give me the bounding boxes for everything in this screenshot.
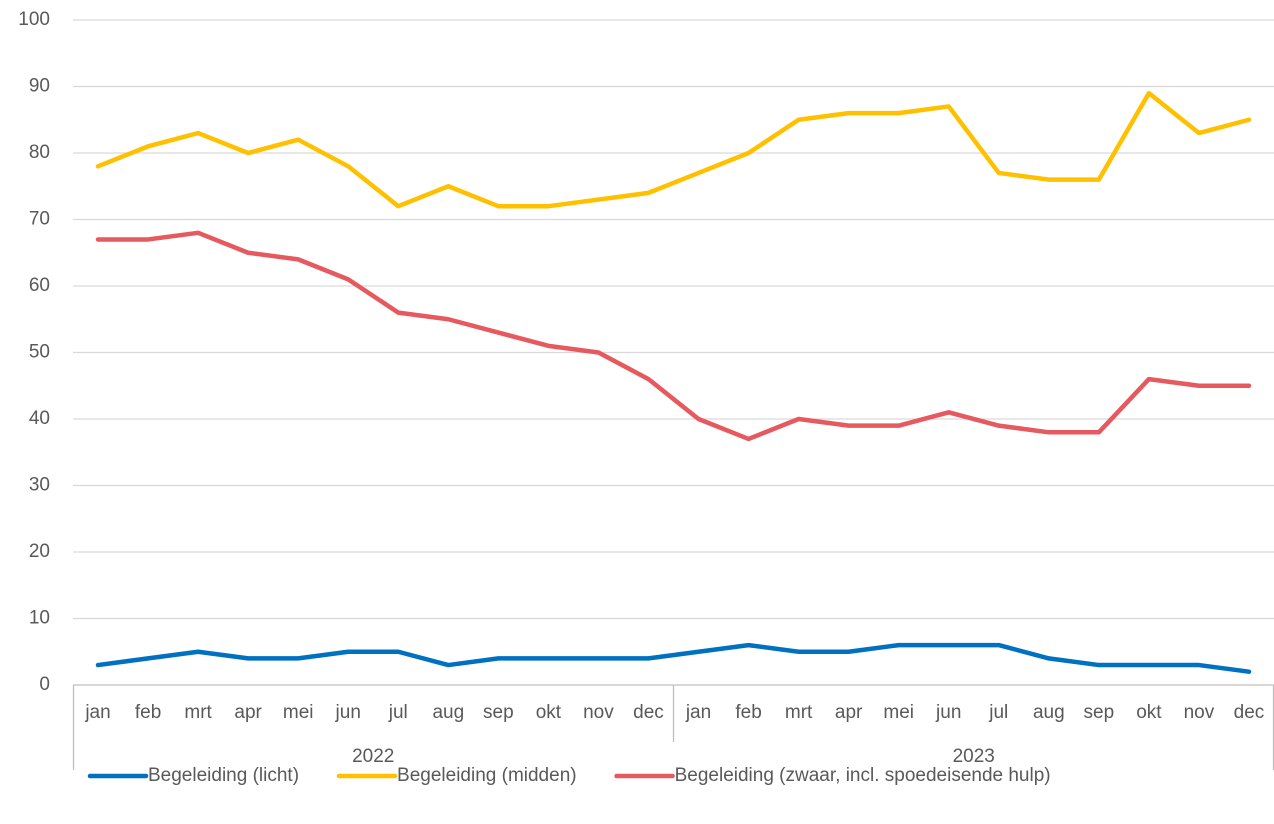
x-tick-label: aug bbox=[432, 702, 464, 723]
series-line bbox=[95, 642, 1252, 674]
x-tick-label: aug bbox=[1033, 702, 1065, 723]
y-tick-label: 40 bbox=[29, 408, 50, 429]
x-tick-label: sep bbox=[1084, 702, 1115, 723]
series-line bbox=[95, 230, 1252, 442]
x-tick-label: okt bbox=[536, 702, 562, 723]
y-tick-label: 60 bbox=[29, 275, 50, 296]
y-tick-label: 90 bbox=[29, 76, 50, 97]
x-tick-label: mei bbox=[883, 702, 914, 723]
x-group-label: 2022 bbox=[352, 746, 394, 767]
y-tick-label: 50 bbox=[29, 342, 50, 363]
x-tick-label: apr bbox=[234, 702, 262, 723]
legend-label: Begeleiding (midden) bbox=[397, 765, 577, 786]
x-tick-label: mrt bbox=[785, 702, 813, 723]
x-tick-label: jan bbox=[685, 702, 711, 723]
x-tick-label: mrt bbox=[184, 702, 212, 723]
x-tick-label: feb bbox=[135, 702, 161, 723]
x-group-label: 2023 bbox=[953, 746, 995, 767]
y-tick-label: 80 bbox=[29, 142, 50, 163]
x-tick-label: feb bbox=[735, 702, 761, 723]
y-tick-label: 10 bbox=[29, 608, 50, 629]
x-tick-label: mei bbox=[283, 702, 314, 723]
x-tick-label: jul bbox=[388, 702, 408, 723]
x-tick-label: jul bbox=[988, 702, 1008, 723]
x-tick-label: nov bbox=[1184, 702, 1215, 723]
y-tick-label: 0 bbox=[39, 674, 50, 695]
x-tick-label: nov bbox=[583, 702, 614, 723]
x-tick-label: okt bbox=[1136, 702, 1162, 723]
x-tick-label: sep bbox=[483, 702, 514, 723]
y-tick-label: 30 bbox=[29, 475, 50, 496]
x-tick-label: jun bbox=[335, 702, 361, 723]
legend-label: Begeleiding (licht) bbox=[148, 765, 299, 786]
x-tick-label: jan bbox=[84, 702, 110, 723]
y-tick-label: 20 bbox=[29, 541, 50, 562]
x-tick-label: dec bbox=[1234, 702, 1265, 723]
x-tick-label: jun bbox=[935, 702, 961, 723]
x-tick-label: apr bbox=[835, 702, 863, 723]
legend-label: Begeleiding (zwaar, incl. spoedeisende h… bbox=[675, 765, 1051, 786]
y-tick-label: 100 bbox=[18, 9, 50, 30]
y-tick-label: 70 bbox=[29, 209, 50, 230]
x-tick-label: dec bbox=[633, 702, 664, 723]
series-line bbox=[95, 90, 1252, 209]
